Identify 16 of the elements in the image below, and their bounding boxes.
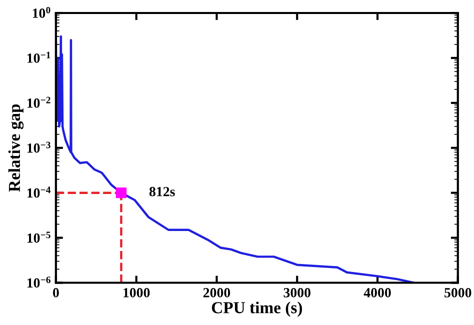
y-tick-label: 10$^{−2}$	[27, 96, 50, 108]
annotation: 812s	[149, 186, 175, 196]
x-tick-label: 5000	[444, 288, 472, 298]
x-tick-label: 3000	[284, 288, 310, 298]
y-tick-label: 10$^{−4}$	[27, 186, 51, 198]
x-tick-label: 4000	[364, 288, 391, 298]
x-tick-label: 2000	[203, 288, 230, 298]
y-axis-title: Relative gap	[8, 104, 24, 192]
x-axis-title: CPU time (s)	[212, 302, 302, 317]
y-tick-label: 10$^{0}$	[32, 6, 50, 18]
y-tick-label: 10$^{−3}$	[27, 142, 50, 153]
y-tick-label: 10$^{−5}$	[27, 232, 50, 243]
x-tick-label: 1000	[124, 288, 150, 298]
x-tick-label: 0	[52, 288, 59, 298]
y-tick-label: 10$^{−1}$	[27, 52, 50, 63]
y-tick-label: 10$^{−6}$	[27, 276, 50, 288]
